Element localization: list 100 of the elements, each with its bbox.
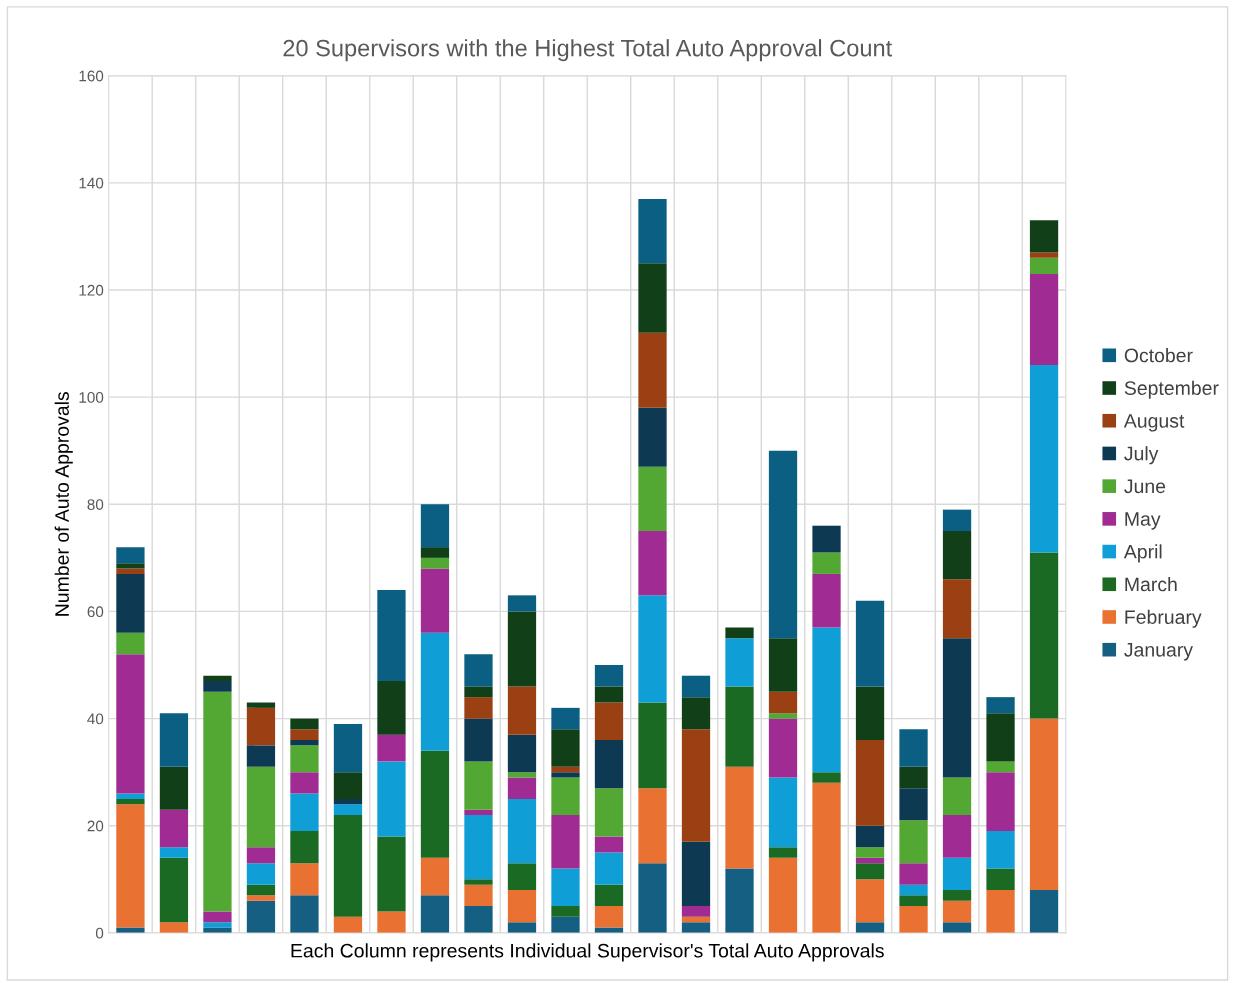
- bar: [246, 884, 276, 896]
- bar: [159, 857, 189, 923]
- bar: [464, 815, 493, 880]
- bar: [551, 777, 580, 816]
- bar: [812, 782, 841, 933]
- bar: [899, 906, 928, 933]
- legend-label: August: [1123, 414, 1185, 432]
- bar: [464, 879, 493, 885]
- bar: [1029, 257, 1059, 274]
- bar: [159, 713, 189, 767]
- bar: [420, 547, 450, 558]
- bar: [681, 841, 711, 907]
- bar: [725, 868, 754, 933]
- bar: [812, 627, 841, 773]
- bar: [159, 809, 189, 848]
- bar: [594, 836, 624, 853]
- bar: [203, 691, 232, 912]
- bar: [942, 638, 972, 778]
- bar: [942, 922, 972, 933]
- bar: [377, 590, 406, 682]
- bar: [551, 766, 580, 773]
- bar: [812, 573, 841, 628]
- bar: [594, 852, 624, 885]
- bar: [986, 697, 1015, 714]
- bar: [725, 766, 754, 869]
- bar: [377, 911, 406, 933]
- bar: [116, 547, 145, 564]
- bar: [246, 895, 276, 901]
- bar: [420, 504, 450, 548]
- bar: [246, 863, 276, 885]
- bar: [1029, 552, 1059, 719]
- bar: [333, 804, 363, 816]
- bar: [638, 595, 667, 703]
- bar: [1029, 364, 1059, 553]
- x-axis-title: Each Column represents Individual Supervisor's Total Auto Approvals: [291, 943, 884, 962]
- bar: [246, 707, 276, 746]
- bar: [594, 788, 624, 837]
- bar: [246, 847, 276, 864]
- bar: [333, 916, 363, 933]
- bar: [290, 793, 319, 832]
- bar: [333, 798, 363, 805]
- bar: [638, 531, 667, 596]
- bar: [855, 847, 885, 858]
- bar: [116, 573, 145, 633]
- bar: [812, 552, 841, 574]
- bar: [638, 407, 667, 467]
- bar: [855, 879, 885, 923]
- bar: [464, 884, 493, 907]
- bar: [681, 675, 711, 698]
- bar: [246, 702, 276, 708]
- y-tick-label: 60: [87, 606, 104, 618]
- bar: [246, 745, 276, 767]
- bar: [290, 745, 319, 773]
- bar: [638, 702, 667, 789]
- legend-label: June: [1124, 479, 1166, 494]
- legend-label: May: [1125, 512, 1161, 530]
- bar: [1029, 890, 1059, 933]
- bar: [768, 718, 798, 778]
- bar: [899, 788, 928, 821]
- chart-title: 20 Supervisors with the Highest Total Auto Approval Count: [283, 39, 893, 62]
- bar: [464, 654, 493, 687]
- bar: [942, 531, 972, 580]
- bar: [855, 740, 885, 826]
- bar: [507, 863, 537, 891]
- bar: [464, 718, 493, 762]
- bar: [942, 579, 972, 639]
- bar: [159, 847, 189, 858]
- bar: [507, 611, 537, 687]
- bar: [986, 761, 1015, 773]
- bar: [594, 665, 624, 687]
- bar: [855, 686, 885, 740]
- bar: [725, 638, 754, 687]
- bar: [377, 836, 406, 912]
- bar: [681, 697, 711, 730]
- bar: [290, 729, 319, 740]
- bar: [681, 916, 711, 923]
- bar: [290, 895, 319, 933]
- bar: [507, 686, 537, 735]
- bar: [507, 734, 537, 773]
- bar: [638, 466, 667, 532]
- bar: [942, 509, 972, 532]
- bar: [290, 718, 319, 730]
- bar: [551, 772, 580, 778]
- bar: [1029, 220, 1059, 253]
- y-tick-label: 140: [79, 177, 104, 189]
- bar: [203, 911, 232, 923]
- bar: [507, 922, 537, 933]
- bar: [377, 761, 406, 837]
- bar: [116, 563, 145, 569]
- bar: [638, 332, 667, 408]
- bar: [333, 723, 363, 773]
- bar: [507, 777, 537, 799]
- bar: [768, 777, 798, 848]
- bar: [855, 922, 885, 933]
- bar: [855, 863, 885, 880]
- bar: [986, 890, 1015, 933]
- bar: [246, 900, 276, 933]
- bar: [203, 681, 232, 692]
- bar: [594, 686, 624, 703]
- y-tick-label: 100: [79, 392, 104, 403]
